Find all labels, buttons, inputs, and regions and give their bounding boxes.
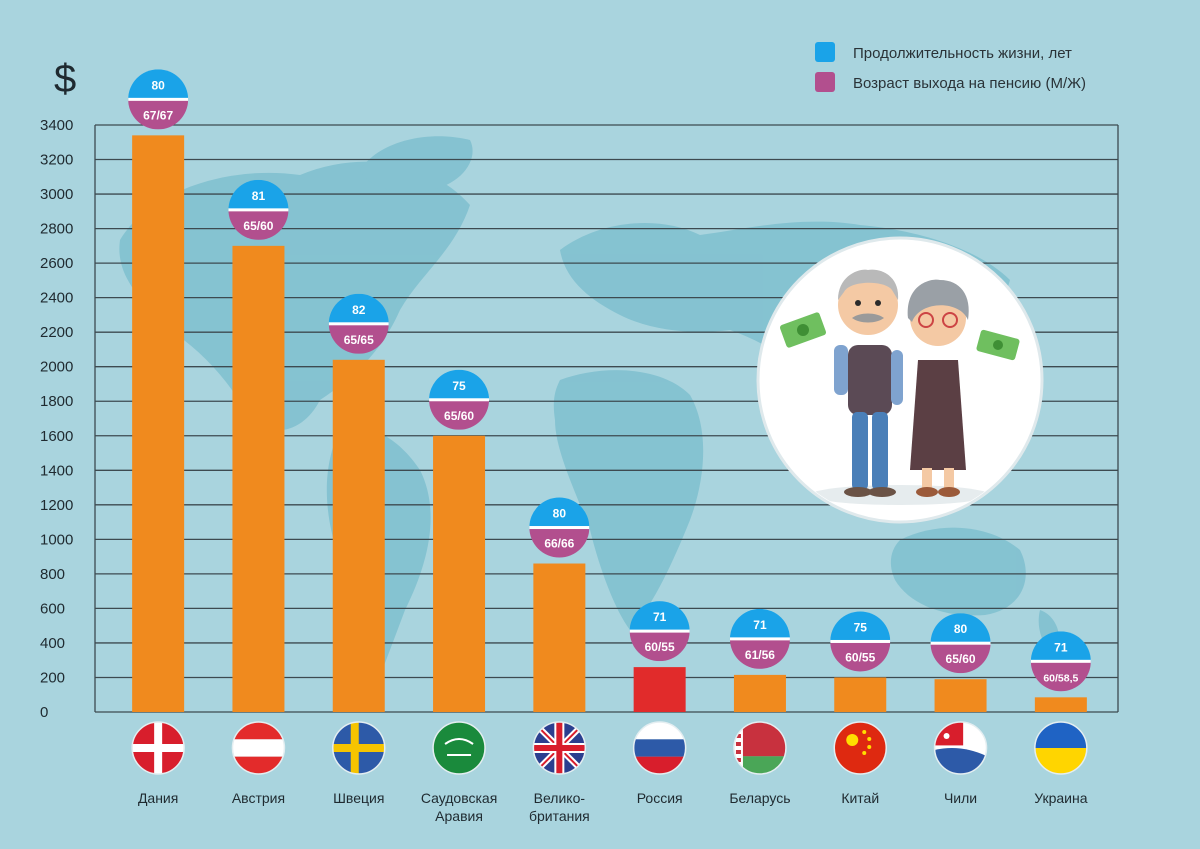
elderly-woman-figure — [907, 279, 969, 497]
country-label: британия — [529, 808, 590, 824]
y-tick-label: 1000 — [40, 531, 73, 548]
y-tick-label: 3400 — [40, 117, 73, 134]
y-axis-ticks: 0 200 400 600 800 1000 1200 1400 1600 1800 2000 220… — [40, 117, 73, 721]
y-tick-label: 2400 — [40, 290, 73, 307]
bars — [132, 135, 1087, 712]
y-tick-label: 2200 — [40, 324, 73, 341]
bar-united-kingdom — [533, 563, 586, 712]
y-tick-label: 3000 — [40, 186, 73, 203]
badge-sweden: 82 65/65 — [328, 293, 389, 354]
retirement-age-value: 65/60 — [946, 652, 976, 666]
retirement-age-value: 65/60 — [444, 409, 474, 423]
life-expectancy-value: 71 — [1054, 640, 1068, 654]
bar-china — [834, 677, 887, 712]
y-tick-label: 200 — [40, 669, 65, 686]
y-tick-label: 800 — [40, 566, 65, 583]
badge-denmark: 80 67/67 — [128, 69, 189, 130]
elderly-couple-holding-money-icon — [756, 236, 1044, 524]
retirement-age-value: 61/56 — [745, 648, 775, 662]
y-tick-label: 0 — [40, 704, 48, 721]
flag-ukraine-icon — [1034, 721, 1088, 775]
flag-austria-icon — [231, 721, 286, 775]
badge-belarus: 71 61/56 — [729, 608, 790, 669]
bar-saudi-arabia — [433, 435, 486, 712]
y-tick-label: 2000 — [40, 359, 73, 376]
badge-united-kingdom: 80 66/66 — [529, 497, 590, 558]
legend: Продолжительность жизни, лет Возраст вых… — [815, 42, 1086, 92]
life-expectancy-value: 81 — [252, 189, 266, 203]
country-label: Украина — [1034, 790, 1088, 806]
retirement-age-value: 60/58,5 — [1043, 672, 1078, 684]
country-label: Дания — [138, 790, 178, 806]
y-tick-label: 1400 — [40, 462, 73, 479]
country-label: Аравия — [435, 808, 483, 824]
life-expectancy-value: 75 — [854, 620, 868, 634]
flag-china-icon — [833, 721, 887, 775]
bar-ukraine — [1034, 697, 1087, 712]
retirement-age-value: 60/55 — [845, 650, 875, 664]
country-label: Беларусь — [729, 790, 790, 806]
retirement-age-value: 66/66 — [544, 537, 574, 551]
legend-label-retirement: Возраст выхода на пенсию (М/Ж) — [853, 75, 1086, 92]
bar-sweden — [332, 359, 385, 712]
life-expectancy-value: 75 — [452, 379, 466, 393]
life-expectancy-value: 80 — [954, 622, 968, 636]
bar-russia — [633, 667, 686, 712]
badge-austria: 81 65/60 — [228, 179, 289, 240]
badge-ukraine: 71 60/58,5 — [1030, 631, 1091, 692]
y-tick-label: 600 — [40, 600, 65, 617]
y-tick-label: 1600 — [40, 428, 73, 445]
y-tick-label: 1200 — [40, 497, 73, 514]
country-label: Чили — [944, 790, 977, 806]
y-tick-label: 1800 — [40, 393, 73, 410]
legend-label-life: Продолжительность жизни, лет — [853, 45, 1072, 62]
country-label: Саудовская — [421, 790, 497, 806]
life-expectancy-value: 71 — [653, 610, 667, 624]
y-tick-label: 2600 — [40, 255, 73, 272]
flag-denmark-icon — [131, 721, 185, 775]
life-expectancy-value: 80 — [151, 78, 165, 92]
badge-saudi-arabia: 75 65/60 — [429, 369, 490, 430]
y-tick-label: 2800 — [40, 221, 73, 238]
flag-united-kingdom-icon — [532, 721, 587, 775]
life-expectancy-value: 80 — [553, 507, 567, 521]
country-label: Россия — [637, 790, 683, 806]
retirement-age-value: 60/55 — [645, 640, 675, 654]
bar-denmark — [132, 135, 185, 712]
retirement-age-value: 67/67 — [143, 108, 173, 122]
country-label: Австрия — [232, 790, 285, 806]
country-label: Китай — [841, 790, 879, 806]
country-label: Велико- — [534, 790, 586, 806]
flag-sweden-icon — [332, 721, 386, 775]
flags — [131, 721, 1088, 775]
retirement-age-value: 65/60 — [243, 219, 273, 233]
country-label: Швеция — [333, 790, 384, 806]
y-tick-label: 400 — [40, 635, 65, 652]
country-labels: Дания Австрия Швеция Саудовская Аравия Велико… — [138, 790, 1088, 824]
retirement-age-value: 65/65 — [344, 333, 374, 347]
life-expectancy-value: 82 — [352, 303, 366, 317]
flag-chile-icon — [933, 721, 988, 775]
legend-swatch-retirement — [815, 72, 835, 92]
badge-chile: 80 65/60 — [930, 613, 991, 674]
badge-china: 75 60/55 — [830, 611, 891, 672]
bar-austria — [232, 245, 285, 712]
life-expectancy-value: 71 — [753, 618, 767, 632]
bar-chile — [934, 679, 987, 712]
money-bills-icon — [780, 312, 1020, 361]
flag-belarus-icon — [733, 721, 787, 775]
currency-symbol: $ — [54, 57, 76, 101]
badge-russia: 71 60/55 — [629, 601, 690, 662]
y-tick-label: 3200 — [40, 152, 73, 169]
flag-russia-icon — [632, 721, 687, 775]
elderly-man-figure — [834, 269, 903, 497]
flag-saudi-arabia-icon — [432, 721, 486, 775]
bar-belarus — [733, 674, 786, 712]
legend-swatch-life — [815, 42, 835, 62]
